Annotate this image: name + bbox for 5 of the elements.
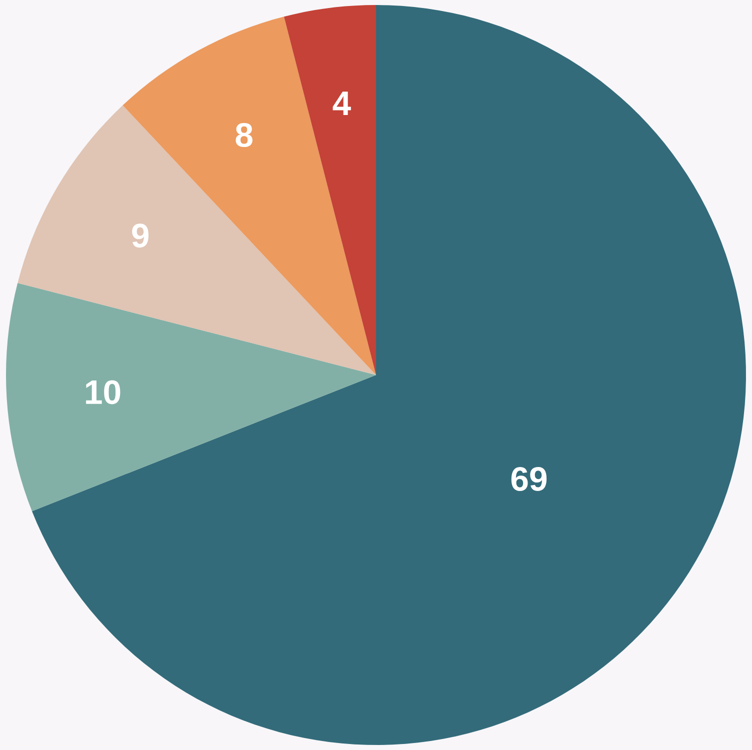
data-label: 69: [511, 466, 547, 491]
data-label: 9: [132, 224, 149, 248]
data-label: 8: [236, 123, 252, 148]
data-label: 4: [332, 92, 351, 115]
data-label: 10: [86, 380, 120, 404]
